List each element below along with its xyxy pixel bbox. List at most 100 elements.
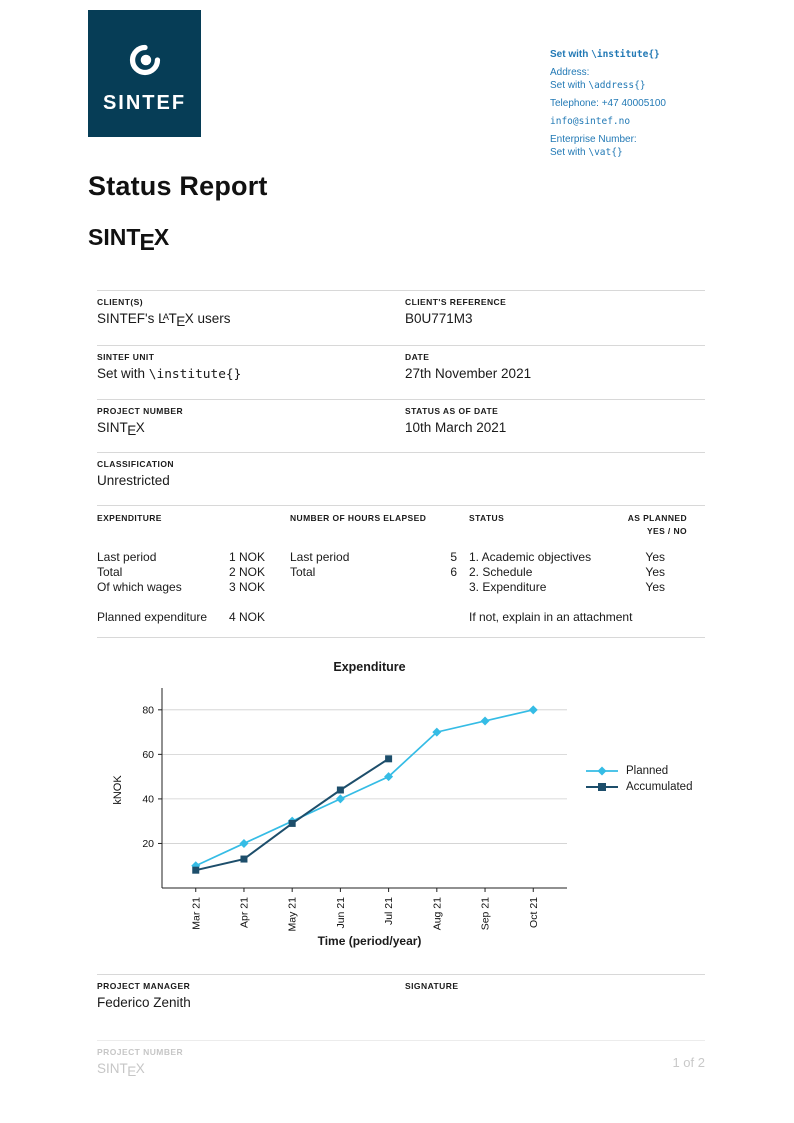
sintef-logo-text: SINTEF xyxy=(102,91,187,114)
field-value: SINTEX xyxy=(97,420,145,438)
contact-vat: Set with \vat{} xyxy=(550,147,623,158)
status-item: 1. Academic objectives xyxy=(469,550,592,564)
row-value: 1 NOK xyxy=(228,550,265,564)
svg-text:Mar 21: Mar 21 xyxy=(190,897,202,930)
field-classification: CLASSIFICATION Unrestricted xyxy=(97,453,391,505)
svg-text:20: 20 xyxy=(142,838,154,850)
as-planned-value: Yes xyxy=(645,580,665,594)
page-footer: PROJECT NUMBER SINTEX 1 of 2 xyxy=(97,1040,705,1079)
as-planned-line1: AS PLANNED xyxy=(627,513,687,523)
chart-title: Expenditure xyxy=(333,660,406,674)
svg-text:Oct 21: Oct 21 xyxy=(528,897,540,928)
row-value: 5 xyxy=(450,550,457,564)
field-sintef-unit: SINTEF UNIT Set with \institute{} xyxy=(97,346,391,399)
status-item: 3. Expenditure xyxy=(469,580,547,594)
summary-table: EXPENDITURE Last period 1 NOK Total 2 NO… xyxy=(97,505,705,638)
field-label: CLIENT'S REFERENCE xyxy=(405,297,507,307)
field-project-manager: PROJECT MANAGER Federico Zenith xyxy=(97,975,391,1027)
field-row: CLASSIFICATION Unrestricted xyxy=(97,452,705,505)
contact-institute: Set with \institute{} xyxy=(550,49,660,60)
svg-text:Aug 21: Aug 21 xyxy=(431,897,443,930)
field-clients: CLIENT(S) SINTEF's LATEX users xyxy=(97,291,391,345)
svg-text:May 21: May 21 xyxy=(287,897,299,932)
field-value: 10th March 2021 xyxy=(405,420,507,435)
contact-address: Set with \address{} xyxy=(550,80,646,91)
expenditure-column: EXPENDITURE Last period 1 NOK Total 2 NO… xyxy=(97,512,265,625)
field-value: SINTEF's LATEX users xyxy=(97,311,231,329)
column-header-hours: NUMBER OF HOURS ELAPSED xyxy=(290,513,427,523)
row-value: 3 NOK xyxy=(228,580,265,594)
status-column: STATUS 1. Academic objectives 2. Schedul… xyxy=(469,512,633,625)
status-note: If not, explain in an attachment xyxy=(469,610,633,624)
contact-telephone: Telephone: +47 40005100 xyxy=(550,98,666,109)
column-header-status: STATUS xyxy=(469,513,505,523)
field-value: Set with \institute{} xyxy=(97,366,242,382)
svg-text:Jul 21: Jul 21 xyxy=(383,897,395,925)
table-row: Of which wages 3 NOK xyxy=(97,580,265,595)
field-label: CLIENT(S) xyxy=(97,297,144,307)
field-row: CLIENT(S) SINTEF's LATEX users CLIENT'S … xyxy=(97,290,705,345)
field-value: B0U771M3 xyxy=(405,311,473,326)
table-row: Total 2 NOK xyxy=(97,565,265,580)
legend-entry-planned: Planned xyxy=(585,765,692,777)
row-label: Last period xyxy=(290,550,350,564)
row-value: 4 NOK xyxy=(228,610,265,624)
field-row: PROJECT NUMBER SINTEX STATUS AS OF DATE … xyxy=(97,399,705,452)
svg-text:60: 60 xyxy=(142,749,154,761)
legend-label: Accumulated xyxy=(626,781,693,793)
field-label: CLASSIFICATION xyxy=(97,459,174,469)
row-label: Of which wages xyxy=(97,580,182,594)
table-row: Planned expenditure 4 NOK xyxy=(97,610,265,625)
row-value: 6 xyxy=(450,565,457,579)
svg-text:80: 80 xyxy=(142,704,154,716)
row-label: Total xyxy=(290,565,316,579)
svg-text:Jun 21: Jun 21 xyxy=(335,897,347,929)
project-name-logo: SINTEX xyxy=(88,224,170,255)
field-value: 27th November 2021 xyxy=(405,366,532,381)
info-fields: CLIENT(S) SINTEF's LATEX users CLIENT'S … xyxy=(97,290,705,505)
svg-text:Sep 21: Sep 21 xyxy=(480,897,492,930)
planned-line-icon xyxy=(586,766,618,776)
field-label: SIGNATURE xyxy=(405,981,459,991)
field-project-number: PROJECT NUMBER SINTEX xyxy=(97,400,391,452)
legend-entry-accumulated: Accumulated xyxy=(585,781,692,793)
row-value: 2 NOK xyxy=(228,565,265,579)
project-manager-name: Federico Zenith xyxy=(97,995,191,1010)
field-date: DATE 27th November 2021 xyxy=(405,346,705,399)
expenditure-chart-plot: 20 40 60 80 Mar 21 Apr 21 May 21 Jun 21 Jul 21 Au… xyxy=(112,688,567,932)
status-item: 2. Schedule xyxy=(469,565,533,579)
as-planned-value: Yes xyxy=(645,565,665,579)
field-row: PROJECT MANAGER Federico Zenith SIGNATUR… xyxy=(97,974,705,1027)
column-header-expenditure: EXPENDITURE xyxy=(97,513,162,523)
field-label: PROJECT MANAGER xyxy=(97,981,191,991)
legend-label: Planned xyxy=(626,765,669,777)
row-label: Last period xyxy=(97,550,157,564)
contact-email-link[interactable]: info@sintef.no xyxy=(550,116,631,127)
field-label: PROJECT NUMBER xyxy=(97,406,184,416)
as-planned-value: Yes xyxy=(645,550,665,564)
field-label: STATUS AS OF DATE xyxy=(405,406,499,416)
svg-text:kNOK: kNOK xyxy=(112,775,124,805)
row-label: Total xyxy=(97,565,123,579)
as-planned-column: AS PLANNED YES / NO Yes Yes Yes xyxy=(619,512,705,625)
chart-legend: Planned Accumulated xyxy=(585,765,692,797)
field-empty xyxy=(405,453,705,505)
contact-enterprise-label: Enterprise Number: xyxy=(550,134,637,145)
field-status-as-of-date: STATUS AS OF DATE 10th March 2021 xyxy=(405,400,705,452)
chart-x-axis-label: Time (period/year) xyxy=(317,934,422,948)
footer-project-number-label: PROJECT NUMBER xyxy=(97,1047,184,1057)
field-value: Unrestricted xyxy=(97,473,170,488)
field-label: DATE xyxy=(405,352,430,362)
column-header-as-planned: AS PLANNED YES / NO xyxy=(619,512,687,540)
field-row: SINTEF UNIT Set with \institute{} DATE 2… xyxy=(97,345,705,399)
table-row: Total 6 xyxy=(290,565,457,580)
sintef-logo-icon xyxy=(129,44,160,75)
field-signature: SIGNATURE xyxy=(405,975,705,1027)
table-row: Last period 5 xyxy=(290,550,457,565)
contact-address-label: Address: xyxy=(550,67,590,78)
table-row: Last period 1 NOK xyxy=(97,550,265,565)
contact-block: Set with \institute{} Address: Set with … xyxy=(550,48,765,159)
hours-column: NUMBER OF HOURS ELAPSED Last period 5 To… xyxy=(290,512,457,625)
field-label: SINTEF UNIT xyxy=(97,352,155,362)
page-title: Status Report xyxy=(88,171,268,201)
